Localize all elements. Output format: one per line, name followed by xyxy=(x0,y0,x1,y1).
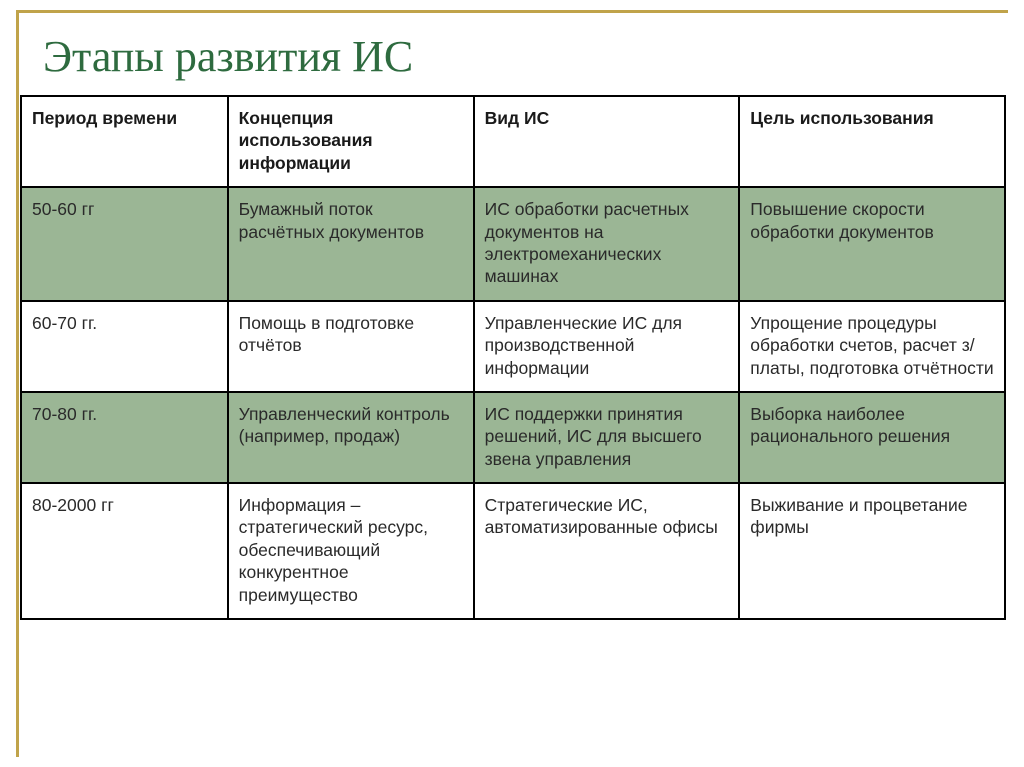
table-row: 50-60 ггБумажный поток расчётных докумен… xyxy=(21,187,1005,301)
table-row: 80-2000 ггИнформация – стратегический ре… xyxy=(21,483,1005,619)
table-cell: Управленческий контроль (например, прода… xyxy=(228,392,474,483)
table-cell: Выживание и процветание фирмы xyxy=(739,483,1005,619)
table-header-row: Период времени Концепция использования и… xyxy=(21,96,1005,187)
table-cell: Информация – стратегический ресурс, обес… xyxy=(228,483,474,619)
table-body: 50-60 ггБумажный поток расчётных докумен… xyxy=(21,187,1005,619)
table-cell: 70-80 гг. xyxy=(21,392,228,483)
table-cell: Помощь в подготовке отчётов xyxy=(228,301,474,392)
table-cell: Управленческие ИС для производственной и… xyxy=(474,301,740,392)
table-container: Период времени Концепция использования и… xyxy=(20,95,1006,620)
table-cell: 80-2000 гг xyxy=(21,483,228,619)
header-goal: Цель использования xyxy=(739,96,1005,187)
stages-table: Период времени Концепция использования и… xyxy=(20,95,1006,620)
header-type: Вид ИС xyxy=(474,96,740,187)
table-row: 60-70 гг.Помощь в подготовке отчётовУпра… xyxy=(21,301,1005,392)
table-cell: Бумажный поток расчётных документов xyxy=(228,187,474,301)
table-cell: 60-70 гг. xyxy=(21,301,228,392)
table-row: 70-80 гг.Управленческий контроль (наприм… xyxy=(21,392,1005,483)
table-cell: ИС обработки расчетных документов на эле… xyxy=(474,187,740,301)
slide-title: Этапы развития ИС xyxy=(19,13,1008,100)
header-concept: Концепция использования информации xyxy=(228,96,474,187)
table-cell: Стратегические ИС, автоматизированные оф… xyxy=(474,483,740,619)
table-cell: Повышение скорости обработки документов xyxy=(739,187,1005,301)
table-cell: 50-60 гг xyxy=(21,187,228,301)
table-cell: ИС поддержки принятия решений, ИС для вы… xyxy=(474,392,740,483)
table-cell: Упрощение процедуры обработки счетов, ра… xyxy=(739,301,1005,392)
table-cell: Выборка наиболее рационального решения xyxy=(739,392,1005,483)
header-period: Период времени xyxy=(21,96,228,187)
